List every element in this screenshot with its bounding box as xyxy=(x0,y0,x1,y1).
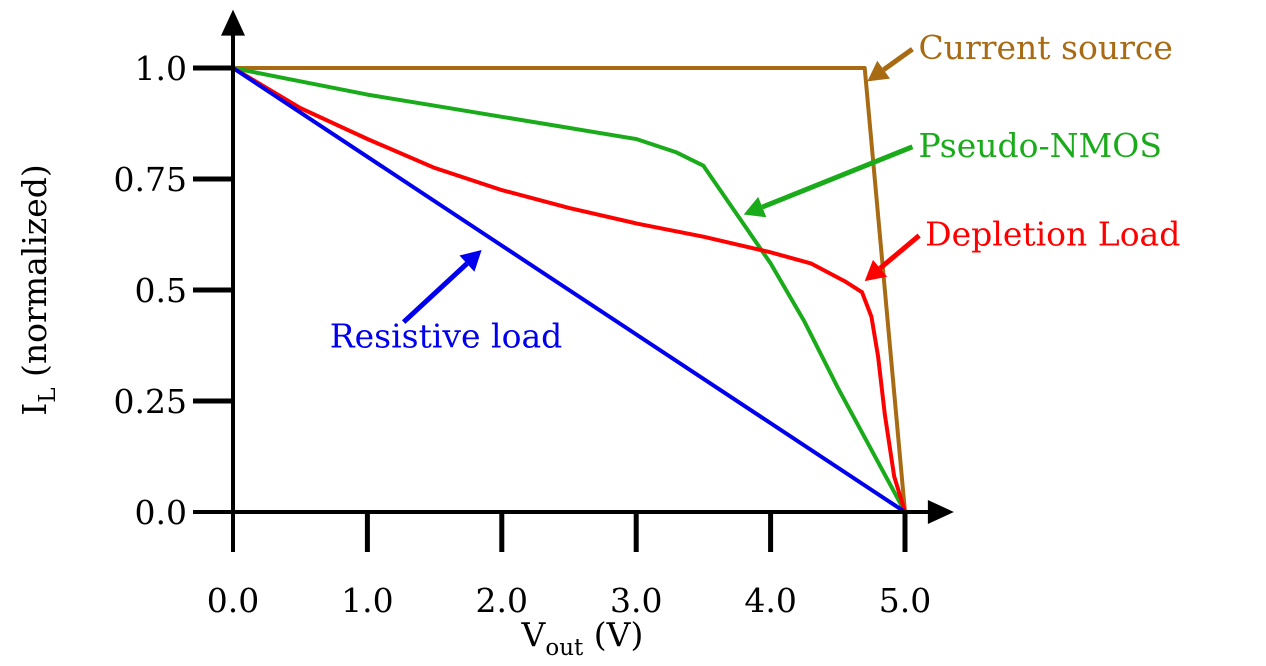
series-line-pseudo-nmos xyxy=(231,66,907,514)
leader-arrowhead-depletion-load xyxy=(864,259,888,282)
leader-line-depletion-load xyxy=(878,233,921,271)
y-axis-title: IL (normalized) xyxy=(15,164,61,416)
y-tick-label: 0.5 xyxy=(135,271,187,310)
y-axis-title-main: I xyxy=(15,403,54,416)
series-label-resistive-load: Resistive load xyxy=(330,317,563,356)
series-label-current-source: Current source xyxy=(918,28,1172,67)
series-label-depletion-load: Depletion Load xyxy=(925,215,1180,254)
y-axis-title-unit: (normalized) xyxy=(15,164,54,387)
leader-arrowhead-current-source xyxy=(867,60,891,82)
x-tick-label: 1.0 xyxy=(341,581,393,620)
x-tick-label: 4.0 xyxy=(744,581,796,620)
leader-line-resistive-load xyxy=(401,261,469,324)
y-axis-title-sub: L xyxy=(35,387,61,402)
x-axis-title-unit: (V) xyxy=(583,615,643,654)
y-tick-label: 1.0 xyxy=(135,49,187,88)
series-line-resistive-load xyxy=(231,66,907,514)
x-axis-arrowhead xyxy=(927,500,954,524)
y-tick-label: 0.25 xyxy=(114,382,187,421)
series-line-current-source xyxy=(231,66,907,514)
leader-arrowhead-pseudo-nmos xyxy=(743,196,767,218)
y-tick-label: 0.75 xyxy=(114,160,187,199)
series-layer xyxy=(231,66,907,514)
x-tick-label: 0.0 xyxy=(207,581,259,620)
tick-layer: 0.0 1.0 2.0 3.0 4.0 5.0 0.0 0.25 0.5 0.75 1.0 xyxy=(114,49,932,620)
leader-line-pseudo-nmos xyxy=(761,144,914,210)
x-axis-title-main: V xyxy=(521,615,547,654)
y-tick-label: 0.0 xyxy=(135,493,187,532)
label-layer: Current source Pseudo-NMOS Depletion Load R… xyxy=(330,28,1181,356)
x-tick-label: 2.0 xyxy=(476,581,528,620)
y-axis-arrowhead xyxy=(221,9,245,36)
x-axis-title: Vout (V) xyxy=(521,615,644,661)
x-tick-label: 5.0 xyxy=(879,581,931,620)
leader-line-current-source xyxy=(882,47,914,72)
leader-arrowhead-resistive-load xyxy=(459,250,482,272)
series-line-depletion-load xyxy=(231,66,907,514)
series-label-pseudo-nmos: Pseudo-NMOS xyxy=(918,126,1162,165)
x-axis-title-sub: out xyxy=(545,635,584,661)
x-tick-label: 3.0 xyxy=(610,581,662,620)
